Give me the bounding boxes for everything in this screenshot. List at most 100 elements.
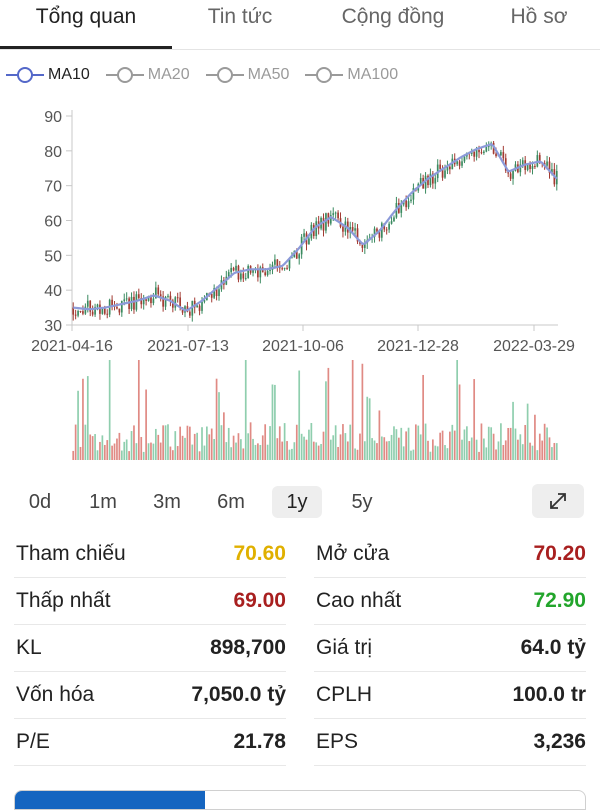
candle-body — [512, 170, 514, 179]
range-6m[interactable]: 6m — [217, 491, 245, 513]
bottom-panel-tabs[interactable] — [14, 790, 586, 810]
tab-overview[interactable]: Tổng quan — [35, 5, 137, 28]
volume-bar — [208, 434, 211, 460]
volume-bar — [278, 426, 281, 460]
x-tick-label: 2021-04-16 — [31, 338, 113, 355]
range-1y[interactable]: 1y — [272, 486, 322, 518]
candle-body — [142, 299, 145, 305]
tab-news[interactable]: Tin tức — [207, 5, 273, 28]
range-1m[interactable]: 1m — [89, 491, 117, 513]
range-5y[interactable]: 5y — [351, 491, 373, 513]
candle-body — [429, 173, 432, 186]
candle-body — [137, 294, 140, 298]
volume-bar — [240, 439, 242, 460]
volume-bar — [174, 431, 177, 460]
volume-bar — [113, 443, 116, 460]
candle-body — [86, 300, 89, 307]
candle-body — [504, 158, 507, 171]
candle-body — [458, 161, 461, 166]
volume-bar — [368, 398, 371, 460]
tab-community[interactable]: Cộng đồng — [341, 5, 445, 28]
candle-body — [478, 149, 480, 153]
range-0d[interactable]: 0d — [28, 491, 52, 513]
candle-body — [412, 188, 415, 200]
volume-bar — [308, 429, 310, 460]
candle-body — [171, 300, 174, 308]
price-chart[interactable]: 30 40 50 60 70 80 90 2021-04-16 2021-07-13 2021-… — [0, 100, 600, 470]
volume-bar — [232, 435, 235, 460]
candle-body — [274, 259, 276, 265]
candle-body — [145, 299, 147, 301]
candle-body — [419, 178, 422, 184]
x-tick-label: 2021-07-13 — [147, 338, 229, 355]
candle-body — [405, 200, 407, 208]
candle-body — [551, 169, 553, 173]
volume-bar — [371, 438, 373, 460]
candle-body — [159, 294, 162, 297]
volume-bar — [453, 430, 456, 460]
legend-ma100[interactable]: MA100 — [305, 65, 398, 85]
candle-body — [89, 300, 92, 312]
ma20-line-icon — [105, 67, 144, 83]
candle-body — [266, 270, 269, 276]
candle-body — [201, 301, 203, 311]
candle-body — [485, 147, 488, 152]
volume-bar — [237, 433, 240, 460]
candle-body — [449, 166, 451, 170]
volume-bar — [388, 441, 390, 460]
candle-body — [393, 217, 395, 222]
stat-high: Cao nhất 72.90 — [314, 579, 586, 625]
volume-bar — [315, 442, 318, 460]
volume-bar — [366, 396, 369, 460]
legend-ma20[interactable]: MA20 — [105, 65, 190, 85]
volume-bar — [247, 433, 250, 460]
stat-market-cap: Vốn hóa 7,050.0 tỷ — [14, 673, 286, 719]
volume-bar — [441, 430, 444, 460]
volume-bar — [291, 448, 293, 460]
y-tick-label: 40 — [44, 283, 62, 300]
legend-ma50-label: MA50 — [247, 66, 290, 83]
candle-body — [147, 296, 150, 301]
candle-body — [257, 269, 259, 278]
volume-bar — [509, 427, 512, 460]
volume-bar — [502, 444, 505, 460]
volume-bar — [266, 444, 269, 460]
tab-profile[interactable]: Hồ sơ — [510, 5, 568, 28]
fullscreen-button[interactable] — [532, 484, 584, 518]
candle-body — [84, 306, 87, 314]
volume-bar — [325, 381, 327, 460]
volume-bar — [147, 443, 150, 460]
candle-body — [446, 166, 449, 171]
volume-bar — [72, 450, 75, 460]
volume-bar — [531, 445, 534, 460]
volume-bar — [96, 450, 99, 460]
volume-bar — [529, 442, 531, 460]
legend-ma10[interactable]: MA10 — [6, 65, 90, 85]
volume-bar — [424, 423, 427, 460]
volume-bar — [517, 439, 519, 460]
volume-bar — [548, 437, 551, 460]
candle-body — [548, 161, 551, 173]
candle-body — [378, 231, 381, 238]
legend-ma50[interactable]: MA50 — [205, 65, 290, 85]
candle-body — [298, 254, 301, 259]
volume-bar — [320, 443, 322, 460]
candle-body — [483, 151, 485, 153]
volume-bar — [198, 451, 201, 460]
candle-body — [154, 287, 157, 299]
volume-bar — [225, 442, 228, 460]
candle-body — [244, 278, 247, 280]
candle-body — [247, 265, 250, 279]
candle-body — [495, 153, 497, 157]
stat-label: Vốn hóa — [16, 683, 95, 706]
volume-bar — [329, 439, 332, 460]
stat-value: 64.0 tỷ — [520, 636, 586, 659]
volume-bar — [521, 444, 524, 460]
range-3m[interactable]: 3m — [153, 491, 181, 513]
x-tick-label: 2021-10-06 — [262, 338, 344, 355]
candle-body — [203, 300, 206, 302]
candle-body — [500, 152, 502, 156]
volume-bar — [551, 447, 553, 460]
volume-bar — [376, 443, 378, 460]
volume-bar — [276, 438, 279, 460]
